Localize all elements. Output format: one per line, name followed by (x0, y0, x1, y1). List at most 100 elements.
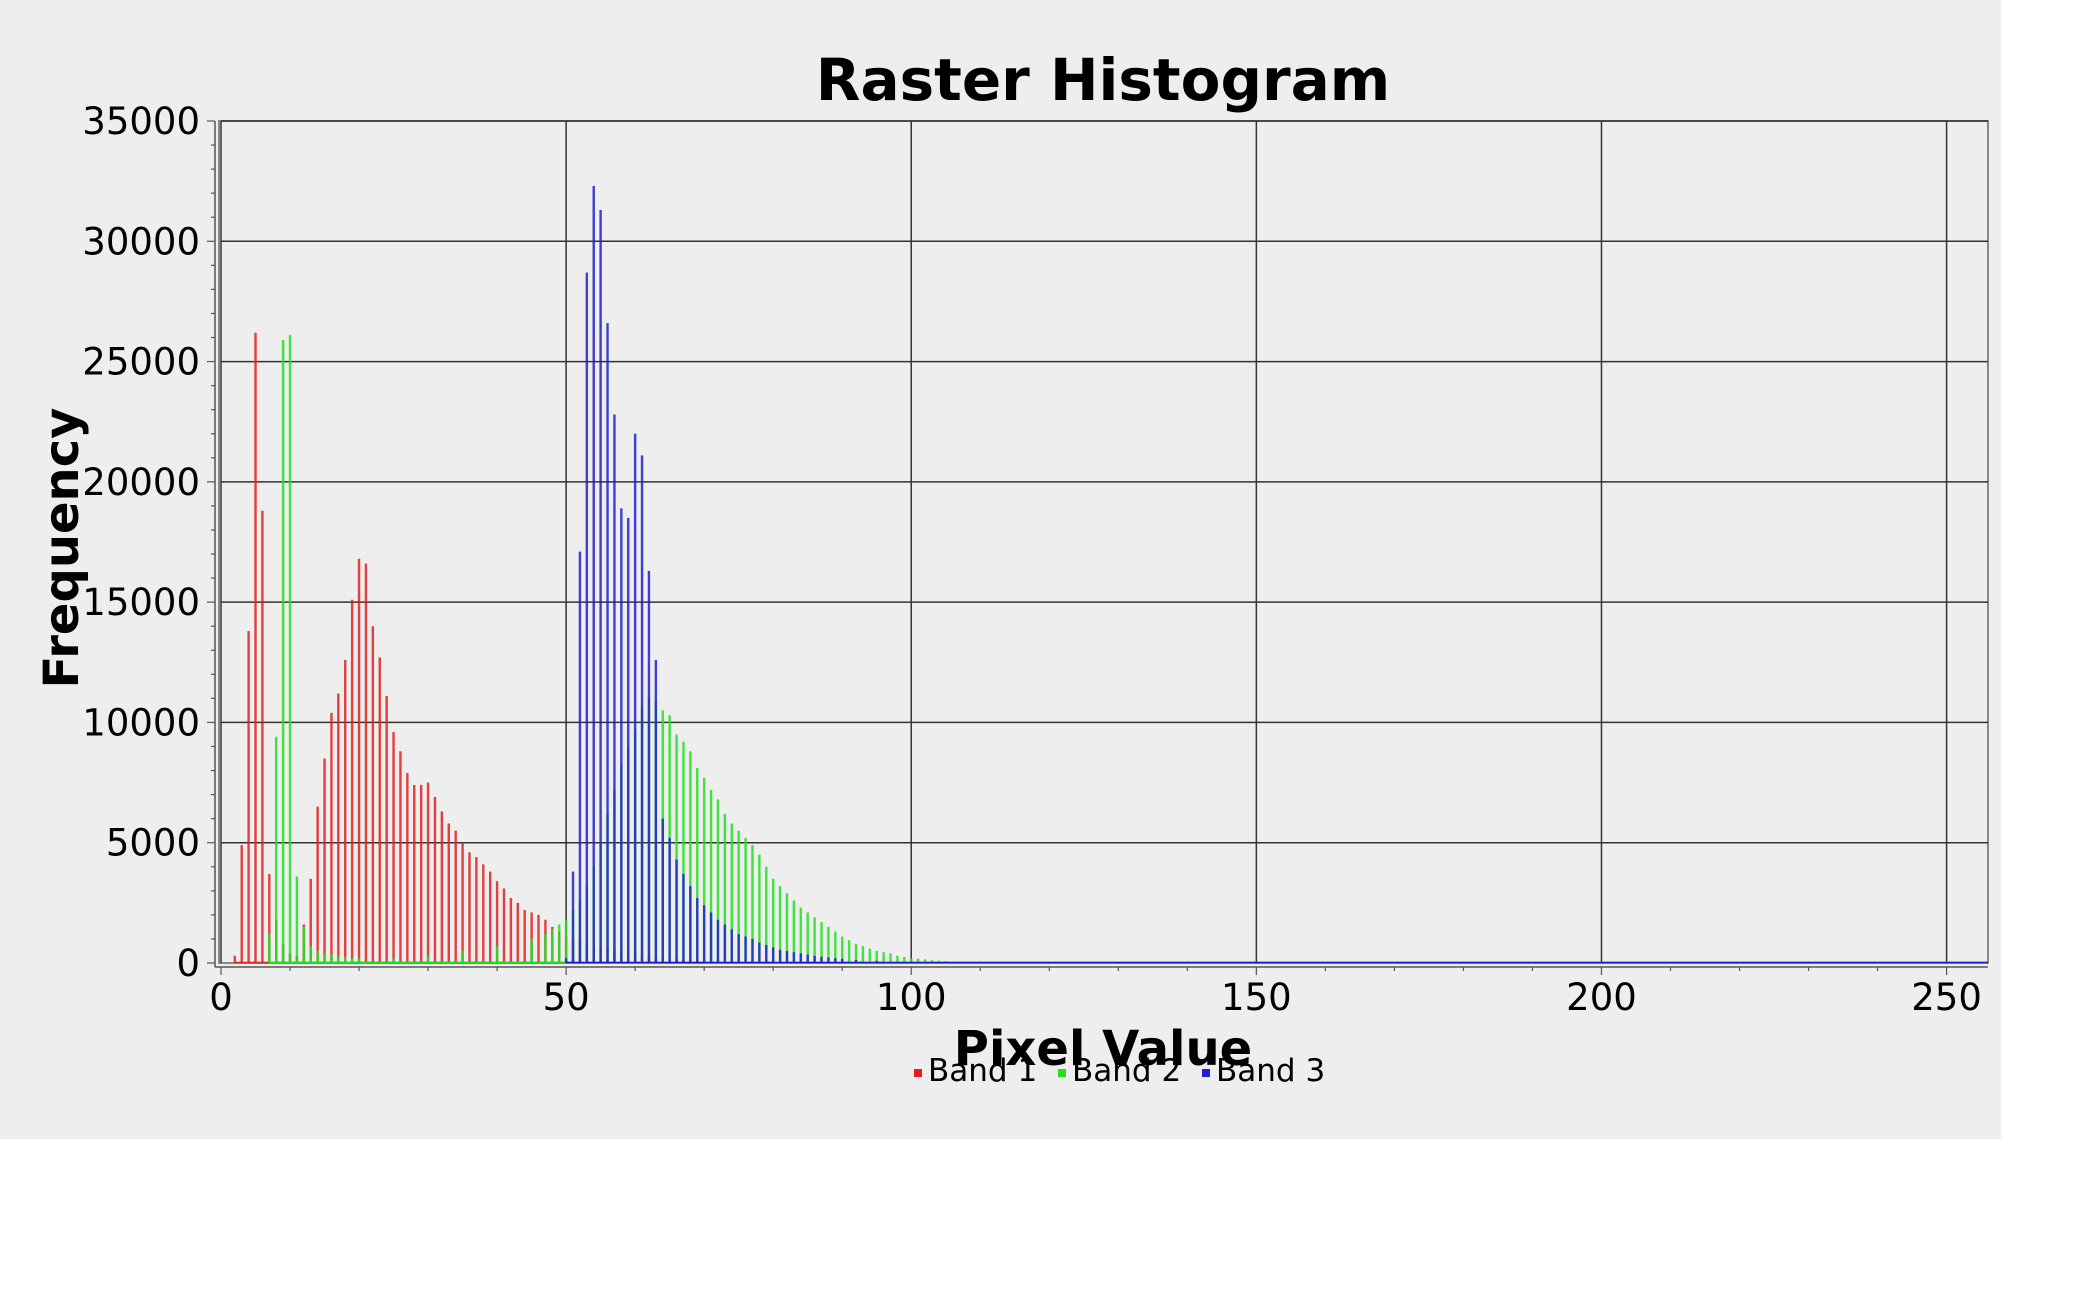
legend-swatch (914, 1069, 922, 1077)
legend-label: Band 2 (1072, 1053, 1181, 1089)
histogram-bar (820, 922, 823, 963)
histogram-bar (613, 414, 616, 963)
histogram-bar (702, 905, 706, 963)
histogram-bar (268, 873, 271, 963)
histogram-bar (827, 926, 830, 963)
histogram-bar (564, 919, 568, 963)
histogram-bar (592, 185, 595, 963)
histogram-bar (419, 784, 423, 963)
x-tick-label: 0 (209, 976, 233, 1019)
legend-item: Band 1 (914, 1053, 1037, 1089)
histogram-bar (564, 958, 568, 963)
histogram-bar (426, 782, 430, 963)
histogram-bar (834, 958, 837, 963)
histogram-bar (709, 912, 713, 963)
histogram-bar (785, 950, 789, 963)
histogram-bar (861, 946, 865, 963)
histogram-bar (502, 888, 506, 963)
x-tick-label: 250 (1911, 976, 1982, 1019)
histogram-bar (537, 914, 540, 963)
histogram-bar (847, 940, 851, 963)
histogram-bar (799, 907, 803, 963)
y-tick-label: 20000 (82, 461, 200, 504)
plot-area (218, 120, 1989, 964)
legend-label: Band 3 (1216, 1053, 1325, 1089)
y-tick-label: 30000 (82, 220, 200, 263)
histogram-bar (765, 944, 768, 963)
histogram-bar (792, 900, 796, 963)
histogram-bar (240, 845, 243, 963)
histogram-bar (827, 957, 830, 963)
histogram-bar (820, 956, 823, 963)
histogram-bar (385, 695, 388, 963)
histogram-bar (530, 938, 533, 963)
histogram-bar (758, 854, 761, 963)
axes (207, 120, 1988, 975)
histogram-bar (930, 960, 934, 963)
histogram-bar (288, 335, 292, 963)
histogram-bar (357, 958, 361, 963)
histogram-bar (696, 898, 699, 963)
histogram-bar (723, 924, 727, 963)
x-tick-label: 100 (876, 976, 947, 1019)
histogram-bar (778, 886, 782, 963)
histogram-bar (461, 842, 464, 963)
histogram-bar (654, 659, 658, 963)
histogram-bar (744, 837, 747, 963)
histogram-bar (371, 626, 375, 963)
histogram-bar (330, 712, 333, 963)
histogram-bar (661, 818, 664, 963)
histogram-bar (571, 871, 575, 963)
histogram-bar (627, 517, 630, 963)
histogram-bar (392, 732, 395, 963)
y-tick-label: 15000 (82, 581, 200, 624)
histogram-bar (433, 797, 437, 963)
histogram-bar (682, 741, 685, 963)
histogram-bar (475, 857, 478, 963)
histogram-bar (350, 958, 354, 963)
histogram-bar (509, 898, 513, 963)
histogram-bar (716, 799, 720, 963)
histogram-bar (778, 949, 782, 963)
histogram-bar (268, 934, 271, 963)
histogram-bar (758, 942, 761, 963)
histogram-bar (633, 433, 637, 963)
histogram-bar (295, 876, 299, 963)
histogram-bar (716, 919, 720, 963)
grid (220, 120, 1988, 963)
legend-swatch (1202, 1069, 1210, 1077)
histogram-bar (399, 751, 402, 963)
histogram-bar (606, 323, 609, 964)
histogram-bar (261, 510, 264, 963)
histogram-bar (413, 784, 416, 963)
legend-item: Band 3 (1202, 1053, 1325, 1089)
histogram-bar (792, 952, 796, 963)
series-3 (564, 185, 1988, 964)
x-tick-label: 200 (1566, 976, 1637, 1019)
y-tick-label: 10000 (82, 701, 200, 744)
histogram-bar (323, 953, 326, 963)
histogram-bar (896, 955, 899, 963)
histogram-bar (440, 811, 444, 963)
histogram-bar (675, 734, 678, 963)
histogram-bar (316, 806, 319, 963)
histogram-bar (495, 946, 499, 963)
x-tick-label: 50 (543, 976, 590, 1019)
histogram-bar (620, 508, 623, 963)
histogram-bar (461, 950, 464, 963)
legend: Band 1 Band 2 Band 3 (914, 1053, 1325, 1089)
histogram-bar (751, 845, 754, 963)
y-tick-label: 0 (176, 942, 200, 985)
histogram-bar (813, 955, 816, 963)
histogram-bar (344, 659, 347, 963)
histogram-bar (516, 902, 520, 963)
histogram-bar (364, 563, 368, 963)
y-tick-label: 35000 (82, 100, 200, 143)
histogram-bar (702, 777, 706, 963)
histogram-bar (330, 954, 333, 963)
histogram-bar (882, 952, 885, 963)
histogram-bar (889, 953, 892, 963)
histogram-bar (558, 924, 561, 963)
histogram-bar (834, 931, 837, 963)
histogram-bar (357, 558, 361, 963)
